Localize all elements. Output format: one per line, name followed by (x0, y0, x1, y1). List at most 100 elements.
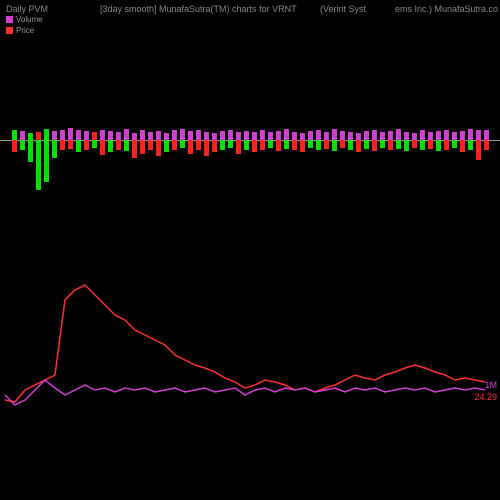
bar-down (324, 140, 329, 149)
bar-down (228, 140, 233, 148)
bar-down (108, 140, 113, 152)
bar-up (28, 133, 33, 140)
bar-down (76, 140, 81, 152)
bar-down (444, 140, 449, 150)
bar-up (452, 132, 457, 140)
bar-down (332, 140, 337, 151)
bar-down (452, 140, 457, 148)
bar-up (20, 131, 25, 140)
bar-up (332, 129, 337, 140)
bar-down (388, 140, 393, 150)
bar-down (468, 140, 473, 150)
bar-down (476, 140, 481, 160)
header-center-left: [3day smooth] MunafaSutra(TM) charts for… (100, 4, 297, 14)
bar-down (316, 140, 321, 150)
bar-down (180, 140, 185, 148)
bar-down (100, 140, 105, 155)
label-volume-value: 1M (484, 380, 497, 390)
bar-down (188, 140, 193, 154)
bar-down (420, 140, 425, 150)
bar-down (196, 140, 201, 150)
bar-down (212, 140, 217, 152)
bar-down (84, 140, 89, 150)
bar-down (284, 140, 289, 149)
bar-up (316, 130, 321, 140)
bar-down (436, 140, 441, 151)
bar-up (164, 133, 169, 140)
bar-down (172, 140, 177, 150)
bar-up (252, 132, 257, 140)
bar-up (188, 131, 193, 140)
bar-up (228, 130, 233, 140)
volume-swatch (6, 16, 13, 23)
bar-up (212, 133, 217, 140)
bar-down (412, 140, 417, 148)
bar-down (12, 140, 17, 152)
header-center-right: (Verint Syst (320, 4, 366, 14)
volume-label: Volume (16, 15, 43, 24)
bar-down (348, 140, 353, 150)
price-line (5, 285, 485, 402)
bar-down (260, 140, 265, 150)
bar-down (116, 140, 121, 150)
bar-down (428, 140, 433, 149)
label-price-value: 24.29 (474, 392, 497, 402)
bar-up (268, 132, 273, 140)
bar-up (308, 131, 313, 140)
bar-down (340, 140, 345, 148)
bar-down (148, 140, 153, 150)
bar-up (348, 132, 353, 140)
bar-up (76, 130, 81, 140)
bar-up (172, 130, 177, 140)
line-chart (0, 260, 500, 440)
bar-up (132, 133, 137, 140)
bar-up (12, 130, 17, 140)
bar-up (396, 129, 401, 140)
bar-down (308, 140, 313, 148)
price-swatch (6, 27, 13, 34)
bar-up (236, 132, 241, 140)
bar-up (372, 130, 377, 140)
bar-down (356, 140, 361, 152)
bar-up (92, 132, 97, 140)
legend: Volume Price (6, 14, 43, 36)
bar-down (60, 140, 65, 150)
bar-up (44, 129, 49, 140)
bar-up (388, 131, 393, 140)
bar-up (276, 131, 281, 140)
bar-up (364, 131, 369, 140)
bar-up (84, 131, 89, 140)
bar-up (180, 129, 185, 140)
bar-up (100, 130, 105, 140)
bar-down (252, 140, 257, 152)
bar-down (220, 140, 225, 150)
bar-up (260, 130, 265, 140)
bar-down (460, 140, 465, 152)
chart-header: Daily PVM [3day smooth] MunafaSutra(TM) … (0, 0, 500, 30)
bar-up (36, 132, 41, 140)
price-label: Price (16, 26, 34, 35)
bar-down (404, 140, 409, 151)
bar-up (412, 133, 417, 140)
bar-up (140, 130, 145, 140)
bar-up (284, 129, 289, 140)
bar-down (364, 140, 369, 149)
bar-down (372, 140, 377, 151)
bar-down (244, 140, 249, 150)
bar-up (340, 131, 345, 140)
bar-down (300, 140, 305, 152)
bar-baseline (0, 140, 500, 141)
bar-up (124, 129, 129, 140)
volume-line (5, 380, 485, 405)
legend-price: Price (6, 25, 43, 36)
bar-up (292, 132, 297, 140)
bar-up (460, 131, 465, 140)
bar-down (164, 140, 169, 152)
bar-down (28, 140, 33, 162)
bar-up (68, 128, 73, 140)
bar-up (244, 131, 249, 140)
bar-up (60, 130, 65, 140)
bar-down (380, 140, 385, 148)
bar-up (468, 129, 473, 140)
bar-down (236, 140, 241, 154)
